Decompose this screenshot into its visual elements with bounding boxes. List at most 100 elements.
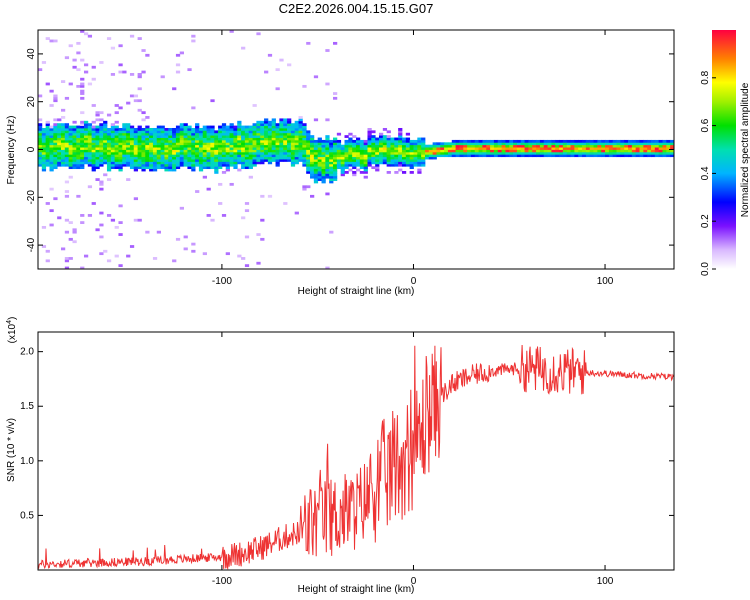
spectrogram-cell xyxy=(49,135,54,138)
spectrogram-y-tick-label: 20 xyxy=(26,96,37,108)
spectrogram-cell xyxy=(620,147,625,150)
spectrogram-cell xyxy=(348,156,353,160)
spectrogram-cell xyxy=(313,139,319,143)
spectrogram-cell xyxy=(45,123,50,126)
spectrogram-cell xyxy=(317,147,322,150)
spectrogram-cell xyxy=(283,120,288,124)
spectrogram-cell xyxy=(202,142,207,146)
spectrogram-cell xyxy=(175,63,181,67)
spectrogram-cell xyxy=(95,132,100,136)
spectrogram-cell xyxy=(183,235,188,239)
spectrogram-cell xyxy=(444,154,449,158)
spectrogram-cell xyxy=(53,127,58,131)
snr-x-tick-label: 0 xyxy=(411,576,417,587)
spectrogram-cell xyxy=(106,139,112,143)
spectrogram-cell xyxy=(490,144,495,148)
spectrogram-cell xyxy=(493,154,499,158)
spectrogram-cell xyxy=(60,151,66,155)
colorbar-label: Normalized spectral amplitude xyxy=(740,82,750,217)
spectrogram-cell xyxy=(76,130,81,134)
spectrogram-cell xyxy=(317,161,322,165)
spectrogram-cell xyxy=(375,151,380,155)
spectrogram-cell xyxy=(313,180,319,184)
spectrogram-cell xyxy=(191,144,196,148)
spectrogram-cell xyxy=(356,161,361,165)
spectrogram-cell xyxy=(398,139,403,143)
spectrogram-cell xyxy=(91,147,96,150)
spectrogram-cell xyxy=(585,149,591,153)
spectrogram-cell xyxy=(302,156,307,160)
spectrogram-cell xyxy=(214,151,219,155)
spectrogram-cell xyxy=(325,171,330,174)
spectrogram-cell xyxy=(137,37,142,40)
spectrogram-cell xyxy=(294,211,299,215)
spectrogram-cell xyxy=(509,139,514,143)
spectrogram-cell xyxy=(371,142,376,146)
spectrogram-cell xyxy=(202,175,207,179)
spectrogram-cell xyxy=(279,135,284,138)
spectrogram-cell xyxy=(624,144,629,148)
spectrogram-cell xyxy=(662,151,667,155)
spectrogram-cell xyxy=(398,137,403,141)
spectrogram-cell xyxy=(172,156,177,160)
spectrogram-cell xyxy=(616,144,621,148)
spectrogram-cell xyxy=(241,161,246,165)
spectrogram-cell xyxy=(179,156,184,160)
spectrogram-cell xyxy=(145,163,150,167)
spectrogram-cell xyxy=(306,142,311,146)
spectrogram-cell xyxy=(38,118,43,122)
spectrogram-cell xyxy=(60,147,66,150)
spectrogram-cell xyxy=(218,127,223,131)
spectrogram-cell xyxy=(352,139,357,143)
spectrogram-cell xyxy=(218,149,223,153)
spectrogram-cell xyxy=(233,161,238,165)
spectrogram-cell xyxy=(183,154,188,158)
spectrogram-cell xyxy=(294,139,299,143)
spectrogram-cell xyxy=(53,147,58,150)
spectrogram-cell xyxy=(463,149,468,153)
spectrogram-cell xyxy=(631,149,637,153)
spectrogram-cell xyxy=(103,149,108,153)
spectrogram-cell xyxy=(152,154,158,158)
spectrogram-cell xyxy=(267,159,273,162)
spectrogram-cell xyxy=(559,151,564,155)
spectrogram-cell xyxy=(149,144,154,148)
spectrogram-cell xyxy=(202,149,207,153)
spectrogram-cell xyxy=(444,149,449,153)
spectrogram-cell xyxy=(60,159,66,162)
spectrogram-cell xyxy=(382,144,388,148)
spectrogram-cell xyxy=(356,149,361,153)
spectrogram-cell xyxy=(175,127,181,131)
spectrogram-cell xyxy=(509,154,514,158)
spectrogram-cell xyxy=(336,161,342,165)
spectrogram-cell xyxy=(72,230,77,234)
spectrogram-cell xyxy=(214,163,219,167)
spectrogram-cell xyxy=(524,147,529,150)
spectrogram-cell xyxy=(233,159,238,162)
spectrogram-cell xyxy=(195,154,200,158)
spectrogram-cell xyxy=(493,151,499,155)
spectrogram-cell xyxy=(53,130,58,134)
spectrogram-cell xyxy=(336,144,342,148)
spectrogram-cell xyxy=(60,156,66,160)
spectrogram-cell xyxy=(317,151,322,155)
spectrogram-cell xyxy=(279,137,284,141)
spectrogram-cell xyxy=(294,135,299,138)
spectrogram-cell xyxy=(206,154,211,158)
spectrogram-cell xyxy=(206,142,211,146)
spectrogram-cell xyxy=(141,135,146,138)
spectrogram-cell xyxy=(122,137,127,141)
spectrogram-cell xyxy=(172,144,177,148)
spectrogram-cell xyxy=(156,161,161,165)
spectrogram-cell xyxy=(302,84,307,88)
spectrogram-cell xyxy=(612,151,617,155)
spectrogram-cell xyxy=(367,127,372,131)
spectrogram-cell xyxy=(210,154,215,158)
spectrogram-cell xyxy=(183,156,188,160)
spectrogram-cell xyxy=(287,123,292,126)
spectrogram-cell xyxy=(49,161,54,165)
spectrogram-cell xyxy=(110,151,116,155)
spectrogram-cell xyxy=(57,147,62,150)
spectrogram-cell xyxy=(72,166,77,170)
spectrogram-cell xyxy=(164,135,169,138)
